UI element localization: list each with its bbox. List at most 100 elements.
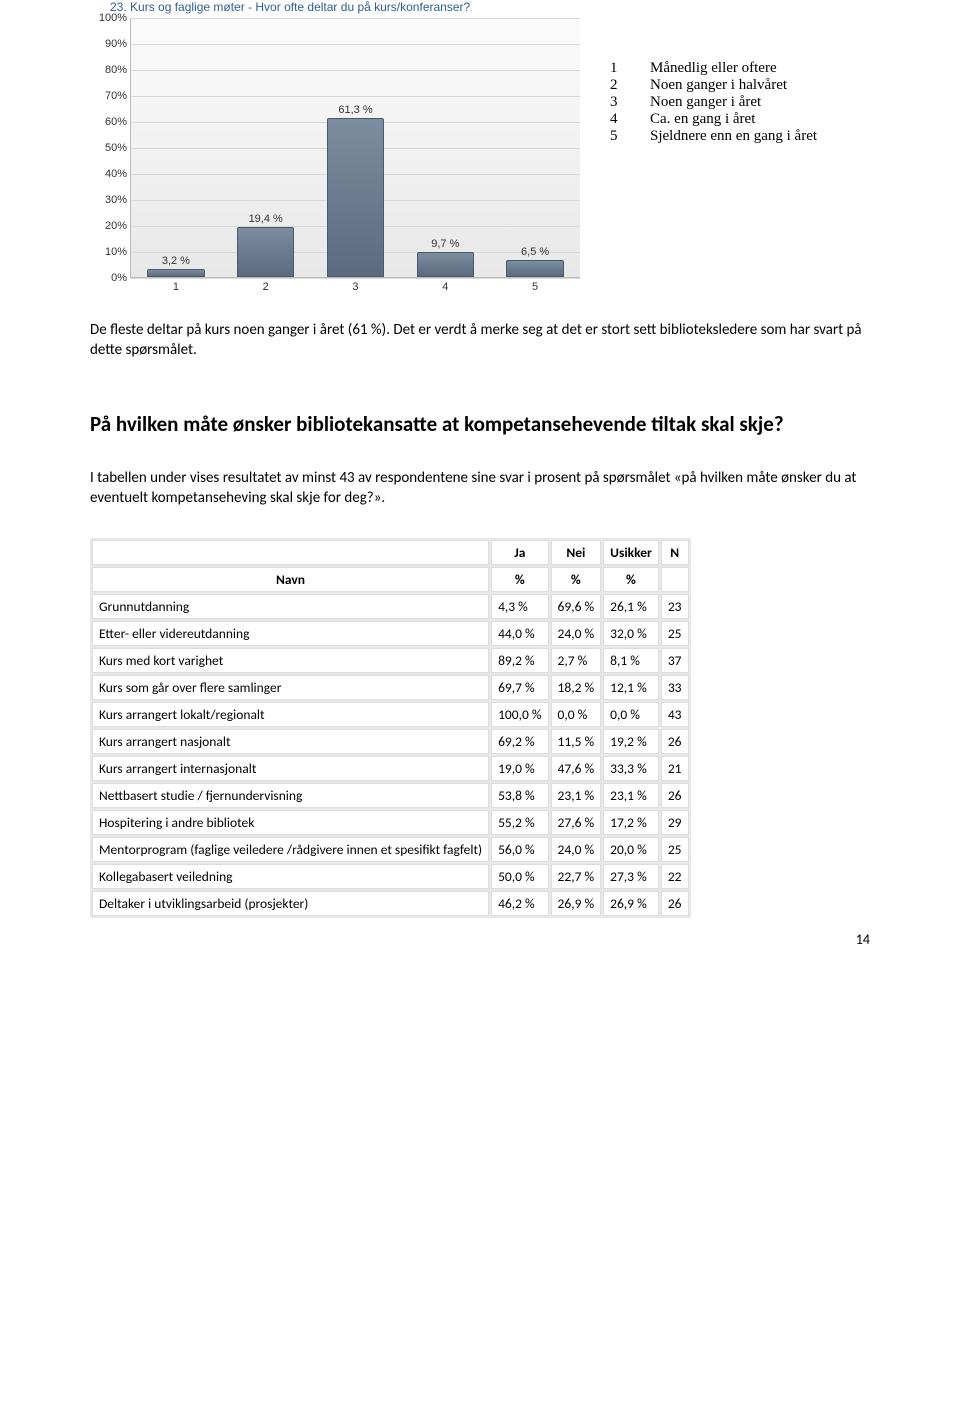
cell-n: 25 xyxy=(661,837,689,862)
bar-group: 19,4 %2 xyxy=(221,18,311,277)
cell-ja: 44,0 % xyxy=(491,621,548,646)
cell-ja: 69,7 % xyxy=(491,675,548,700)
legend-number: 1 xyxy=(610,60,650,77)
cell-usikker: 27,3 % xyxy=(603,864,659,889)
table-row: Kurs med kort varighet89,2 %2,7 %8,1 %37 xyxy=(92,648,689,673)
cell-name: Kurs arrangert lokalt/regionalt xyxy=(92,702,489,727)
cell-n: 33 xyxy=(661,675,689,700)
cell-name: Deltaker i utviklingsarbeid (prosjekter) xyxy=(92,891,489,916)
y-tick-label: 0% xyxy=(111,272,127,284)
cell-n: 26 xyxy=(661,891,689,916)
table-row: Kollegabasert veiledning50,0 %22,7 %27,3… xyxy=(92,864,689,889)
y-tick-label: 80% xyxy=(105,64,127,76)
bar-group: 61,3 %3 xyxy=(311,18,401,277)
table-row: Etter- eller videreutdanning44,0 %24,0 %… xyxy=(92,621,689,646)
paragraph-1: De fleste deltar på kurs noen ganger i å… xyxy=(90,320,870,361)
legend-item: 3Noen ganger i året xyxy=(610,94,817,111)
cell-name: Grunnutdanning xyxy=(92,594,489,619)
cell-nei: 0,0 % xyxy=(551,702,602,727)
cell-usikker: 33,3 % xyxy=(603,756,659,781)
page-number: 14 xyxy=(856,931,870,948)
bar-chart: 23. Kurs og faglige møter - Hvor ofte de… xyxy=(90,0,870,300)
x-tick-label: 5 xyxy=(490,281,580,293)
x-tick-label: 3 xyxy=(311,281,401,293)
cell-usikker: 19,2 % xyxy=(603,729,659,754)
bar-group: 3,2 %1 xyxy=(131,18,221,277)
x-tick-label: 4 xyxy=(400,281,490,293)
cell-name: Mentorprogram (faglige veiledere /rådgiv… xyxy=(92,837,489,862)
table-row: Nettbasert studie / fjernundervisning53,… xyxy=(92,783,689,808)
section-heading: På hvilken måte ønsker bibliotekansatte … xyxy=(90,411,870,438)
legend-label: Ca. en gang i året xyxy=(650,111,755,128)
header-navn: Navn xyxy=(92,567,489,592)
table-header-row-2: Navn % % % xyxy=(92,567,689,592)
header-blank xyxy=(92,540,489,565)
bar xyxy=(506,260,563,277)
header-nei-pct: % xyxy=(551,567,602,592)
header-ja: Ja xyxy=(491,540,548,565)
header-nei: Nei xyxy=(551,540,602,565)
cell-n: 23 xyxy=(661,594,689,619)
x-tick-label: 1 xyxy=(131,281,221,293)
table-row: Mentorprogram (faglige veiledere /rådgiv… xyxy=(92,837,689,862)
cell-usikker: 8,1 % xyxy=(603,648,659,673)
y-tick-label: 50% xyxy=(105,142,127,154)
cell-name: Kurs arrangert nasjonalt xyxy=(92,729,489,754)
cell-name: Nettbasert studie / fjernundervisning xyxy=(92,783,489,808)
legend-label: Månedlig eller oftere xyxy=(650,60,777,77)
bar-value-label: 9,7 % xyxy=(400,238,490,250)
cell-ja: 56,0 % xyxy=(491,837,548,862)
table-row: Hospitering i andre bibliotek55,2 %27,6 … xyxy=(92,810,689,835)
cell-ja: 100,0 % xyxy=(491,702,548,727)
paragraph-2: I tabellen under vises resultatet av min… xyxy=(90,468,870,509)
chart-legend: 1Månedlig eller oftere2Noen ganger i hal… xyxy=(610,60,817,145)
results-table: Ja Nei Usikker N Navn % % % Grunnutdanni… xyxy=(90,538,691,918)
bar xyxy=(237,227,294,277)
cell-usikker: 17,2 % xyxy=(603,810,659,835)
y-tick-label: 60% xyxy=(105,116,127,128)
cell-name: Kurs som går over flere samlinger xyxy=(92,675,489,700)
cell-ja: 19,0 % xyxy=(491,756,548,781)
legend-number: 5 xyxy=(610,128,650,145)
cell-usikker: 26,1 % xyxy=(603,594,659,619)
bar-group: 9,7 %4 xyxy=(400,18,490,277)
cell-usikker: 26,9 % xyxy=(603,891,659,916)
y-tick-label: 100% xyxy=(99,12,127,24)
table-row: Grunnutdanning4,3 %69,6 %26,1 %23 xyxy=(92,594,689,619)
cell-nei: 27,6 % xyxy=(551,810,602,835)
y-tick-label: 90% xyxy=(105,38,127,50)
header-ja-pct: % xyxy=(491,567,548,592)
cell-nei: 26,9 % xyxy=(551,891,602,916)
cell-nei: 24,0 % xyxy=(551,621,602,646)
cell-n: 22 xyxy=(661,864,689,889)
legend-label: Noen ganger i halvåret xyxy=(650,77,787,94)
legend-item: 4Ca. en gang i året xyxy=(610,111,817,128)
table-row: Kurs arrangert lokalt/regionalt100,0 %0,… xyxy=(92,702,689,727)
y-tick-label: 30% xyxy=(105,194,127,206)
cell-n: 25 xyxy=(661,621,689,646)
legend-number: 2 xyxy=(610,77,650,94)
header-n: N xyxy=(661,540,689,565)
cell-name: Etter- eller videreutdanning xyxy=(92,621,489,646)
cell-n: 43 xyxy=(661,702,689,727)
bar xyxy=(417,252,474,277)
cell-ja: 46,2 % xyxy=(491,891,548,916)
legend-item: 1Månedlig eller oftere xyxy=(610,60,817,77)
chart-title: 23. Kurs og faglige møter - Hvor ofte de… xyxy=(110,0,470,14)
cell-name: Kollegabasert veiledning xyxy=(92,864,489,889)
legend-number: 3 xyxy=(610,94,650,111)
gridline xyxy=(131,278,580,279)
cell-ja: 55,2 % xyxy=(491,810,548,835)
bar xyxy=(147,269,204,277)
y-tick-label: 10% xyxy=(105,246,127,258)
bar-value-label: 61,3 % xyxy=(311,104,401,116)
legend-label: Noen ganger i året xyxy=(650,94,761,111)
cell-nei: 23,1 % xyxy=(551,783,602,808)
cell-name: Kurs arrangert internasjonalt xyxy=(92,756,489,781)
table-row: Kurs arrangert internasjonalt19,0 %47,6 … xyxy=(92,756,689,781)
y-tick-label: 70% xyxy=(105,90,127,102)
cell-ja: 53,8 % xyxy=(491,783,548,808)
legend-label: Sjeldnere enn en gang i året xyxy=(650,128,817,145)
legend-item: 2Noen ganger i halvåret xyxy=(610,77,817,94)
table-row: Kurs arrangert nasjonalt69,2 %11,5 %19,2… xyxy=(92,729,689,754)
